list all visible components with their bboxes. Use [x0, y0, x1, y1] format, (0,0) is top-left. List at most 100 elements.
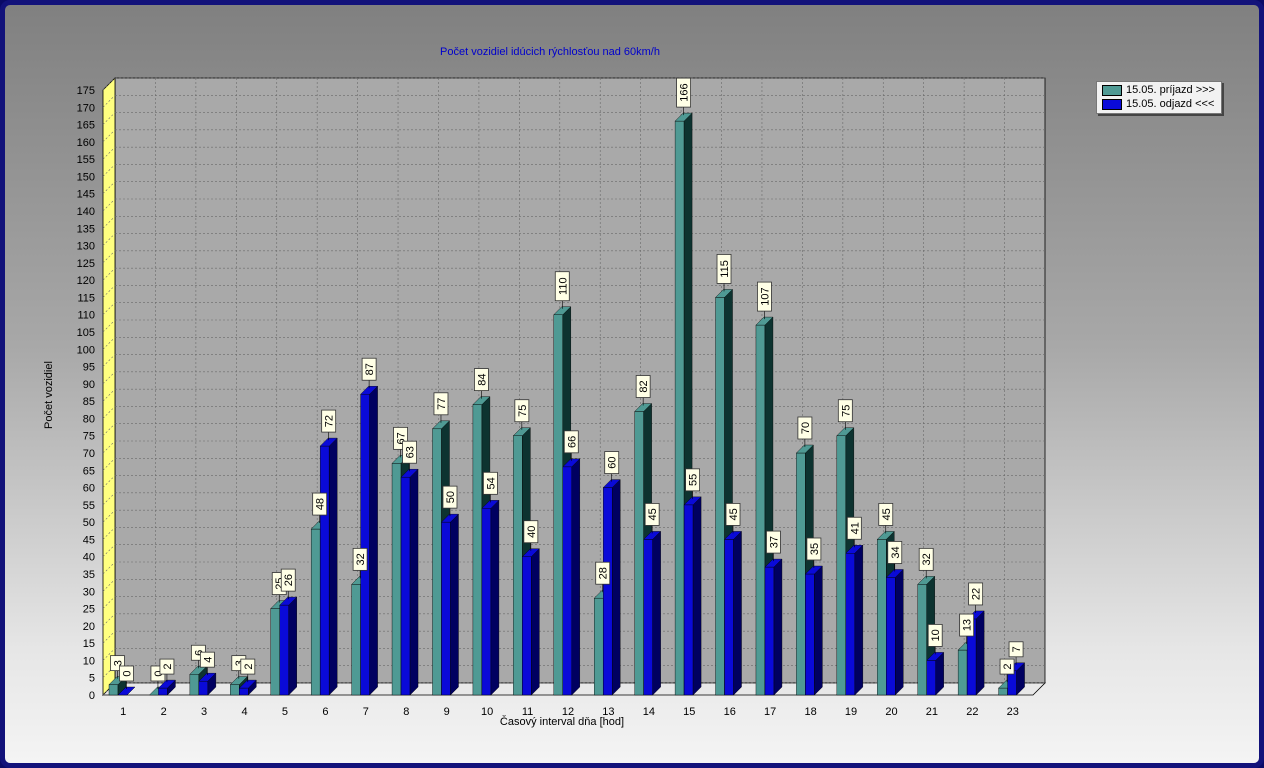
data-label-text: 48	[315, 498, 327, 510]
bar-front	[198, 680, 209, 696]
bar-side	[288, 596, 297, 696]
bar-side	[409, 468, 419, 696]
bar-1	[643, 530, 662, 696]
data-label-text: 2	[162, 664, 174, 670]
data-label-text: 10	[930, 629, 942, 641]
y-tick-label: 100	[77, 344, 95, 356]
gridline-side	[102, 492, 116, 506]
y-tick-label: 125	[77, 258, 95, 270]
data-label-1: 4	[199, 651, 215, 676]
data-label-text: 84	[476, 373, 488, 385]
data-label-text: 3	[113, 660, 125, 666]
data-label-text: 66	[566, 436, 578, 448]
bar-1	[198, 672, 217, 696]
bar-front	[472, 404, 483, 696]
data-label-box	[474, 368, 489, 392]
bar-top	[845, 545, 864, 554]
y-tick-label: 140	[77, 206, 95, 218]
data-label-box	[716, 254, 732, 284]
data-label-1: 50	[442, 485, 458, 517]
bar-side	[369, 385, 378, 696]
data-label-0: 107	[757, 281, 772, 320]
bar-front	[270, 608, 280, 696]
data-label-1: 34	[887, 541, 903, 572]
data-label-1: 0	[119, 665, 134, 689]
data-label-text: 34	[890, 546, 902, 558]
bar-side	[814, 565, 823, 696]
y-tick-label: 135	[77, 223, 95, 235]
data-label-box	[635, 375, 651, 398]
data-label-text: 0	[122, 670, 134, 676]
data-label-box	[887, 541, 903, 564]
bar-1	[602, 479, 621, 696]
bar-1	[683, 496, 702, 696]
data-label-box	[433, 392, 449, 416]
bar-1	[562, 458, 581, 696]
data-label-text: 3	[234, 660, 246, 666]
data-label-text: 82	[638, 380, 650, 392]
bar-front	[805, 573, 815, 696]
data-label-1: 2	[240, 658, 256, 683]
bar-top	[512, 427, 531, 436]
legend-swatch-arrival	[1102, 84, 1122, 96]
gridline-side	[102, 164, 116, 177]
gridline-side	[102, 579, 116, 592]
data-label-1: 2	[159, 658, 175, 683]
data-label-text: 75	[840, 405, 852, 417]
bar-front	[360, 394, 370, 696]
data-label-box	[554, 271, 570, 302]
data-label-box	[240, 658, 256, 675]
data-label-1: 87	[361, 357, 377, 389]
bar-front	[189, 674, 200, 696]
data-label-0: 45	[878, 503, 894, 534]
data-label-0: 110	[554, 271, 570, 309]
x-tick-label: 8	[403, 706, 409, 718]
x-tick-label: 16	[724, 706, 736, 718]
data-label-text: 55	[688, 474, 700, 486]
data-label-text: 40	[526, 526, 538, 538]
legend-label-arrival: 15.05. príjazd >>>	[1126, 84, 1215, 96]
gridline-side	[102, 250, 116, 264]
y-tick-label: 10	[83, 655, 95, 667]
bar-front	[279, 604, 289, 696]
data-label-text: 45	[647, 508, 659, 520]
bar-front	[877, 539, 887, 696]
x-tick-label: 1	[120, 706, 126, 718]
gridline-side	[102, 665, 116, 678]
data-label-box	[846, 516, 862, 540]
data-label-0: 77	[433, 392, 449, 423]
bar-side	[490, 499, 500, 696]
x-tick-label: 11	[522, 706, 533, 718]
chart-legend: 15.05. príjazd >>> 15.05. odjazd <<<	[1096, 81, 1222, 114]
gridline-side	[102, 458, 116, 471]
gridline-side	[102, 337, 116, 350]
bar-1	[521, 548, 540, 696]
data-label-text: 77	[436, 398, 448, 410]
data-label-box	[604, 451, 620, 474]
data-label-0: 32	[918, 547, 934, 579]
data-label-text: 45	[728, 508, 740, 520]
data-label-0: 70	[797, 416, 813, 447]
bar-top	[229, 676, 248, 685]
data-label-text: 50	[445, 491, 457, 503]
x-tick-label: 17	[764, 706, 776, 718]
bar-front	[836, 435, 847, 696]
x-tick-label: 13	[602, 706, 614, 718]
x-tick-label: 15	[683, 706, 695, 718]
data-label-box	[352, 547, 368, 571]
bar-front	[158, 687, 168, 696]
x-tick-label: 14	[643, 706, 655, 718]
bar-top	[400, 469, 419, 478]
x-tick-label: 18	[804, 706, 816, 718]
data-label-box	[361, 357, 377, 381]
gridline-side	[102, 527, 116, 540]
data-label-box	[312, 492, 328, 516]
gridline-side	[102, 233, 116, 246]
data-label-box	[199, 651, 215, 668]
y-tick-label: 165	[77, 120, 95, 132]
data-label-text: 35	[809, 543, 821, 555]
bar-front	[724, 539, 734, 696]
bar-front	[319, 445, 330, 696]
bar-front	[351, 584, 361, 696]
